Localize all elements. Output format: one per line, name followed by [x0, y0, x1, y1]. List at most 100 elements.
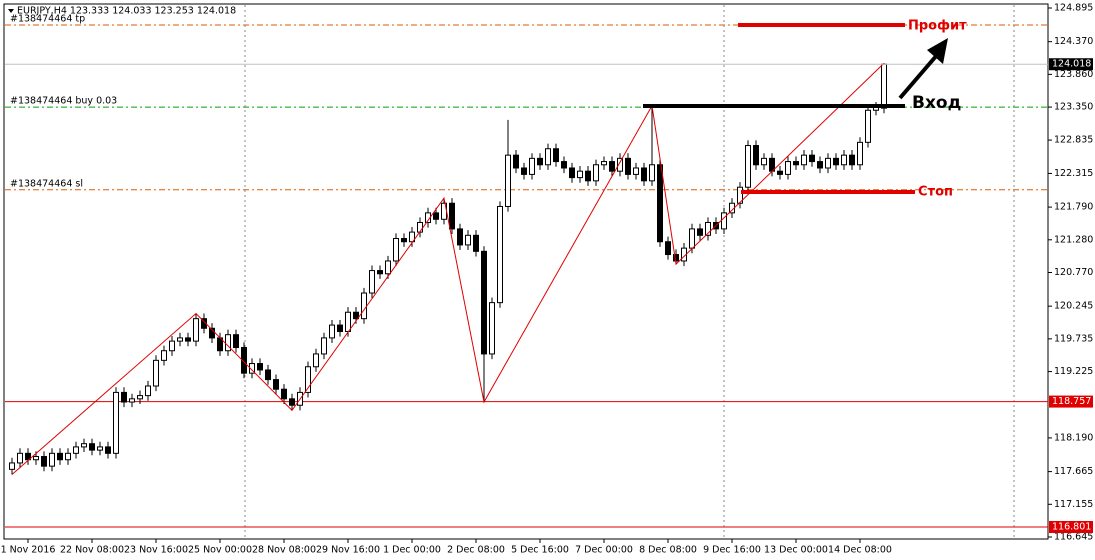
candle-body — [49, 452, 55, 467]
level-label-box — [1049, 395, 1093, 408]
candle-body — [41, 456, 47, 467]
candle-body — [505, 154, 511, 207]
x-tick-label: 25 Nov 00:00 — [188, 545, 252, 556]
plot-frame — [3, 3, 1049, 540]
order-label: #138474464 buy 0.03 — [10, 96, 117, 107]
y-tick-label: 119.225 — [1054, 366, 1093, 377]
candle-body — [537, 157, 543, 166]
candle-body — [545, 148, 551, 166]
candle-body — [793, 161, 799, 166]
candle-body — [585, 170, 591, 182]
level-label-box — [1049, 520, 1093, 533]
profit-line — [738, 23, 905, 27]
candle-body — [553, 148, 559, 163]
candle-body — [153, 359, 159, 387]
x-tick-label: 5 Dec 16:00 — [511, 545, 569, 556]
candle-body — [9, 462, 15, 470]
candle-body — [705, 221, 711, 236]
y-tick-label: 121.280 — [1054, 234, 1093, 245]
candle-body — [73, 446, 79, 454]
candle-body — [289, 398, 295, 406]
candle-body — [457, 228, 463, 246]
candle-body — [761, 157, 767, 166]
candle-body — [721, 212, 727, 230]
candle-body — [569, 167, 575, 179]
price-label-box — [1049, 58, 1093, 71]
candle-body — [89, 443, 95, 451]
candle-body — [473, 234, 479, 252]
x-tick-label: 8 Dec 08:00 — [639, 545, 697, 556]
arrow-head — [927, 38, 948, 64]
x-tick-label: 29 Nov 16:00 — [316, 545, 380, 556]
candle-body — [129, 398, 135, 403]
level-label: 118.757 — [1052, 396, 1091, 407]
candle-body — [497, 205, 503, 304]
candle-body — [689, 228, 695, 249]
candle-body — [17, 452, 23, 464]
x-tick-label: 7 Dec 00:00 — [575, 545, 633, 556]
candle-body — [825, 157, 831, 169]
candle-body — [25, 452, 31, 461]
candle-body — [225, 334, 231, 352]
candle-body — [625, 157, 631, 175]
candle-body — [417, 221, 423, 233]
candle-body — [657, 164, 663, 243]
order-label: #138474464 sl — [10, 178, 83, 189]
candle-body — [449, 202, 455, 230]
entry-line — [643, 104, 905, 108]
candle-body — [193, 318, 199, 342]
candle-body — [617, 157, 623, 172]
profit-label: Профит — [908, 19, 967, 34]
candle-body — [177, 337, 183, 342]
candle-body — [273, 379, 279, 390]
candle-body — [641, 167, 647, 182]
y-tick-label: 120.245 — [1054, 301, 1093, 312]
zigzag-line — [11, 62, 885, 475]
candle-body — [185, 337, 191, 342]
candle-body — [745, 145, 751, 188]
candle-body — [169, 340, 175, 352]
arrow-shaft — [898, 53, 939, 100]
candle-body — [561, 161, 567, 169]
candle-body — [697, 228, 703, 236]
candle-body — [281, 388, 287, 400]
candle-body — [345, 311, 351, 332]
candle-body — [817, 161, 823, 169]
y-tick-label: 124.370 — [1054, 36, 1093, 47]
candle-body — [841, 154, 847, 166]
candle-body — [433, 212, 439, 220]
y-tick-label: 124.895 — [1054, 3, 1093, 14]
candle-body — [737, 186, 743, 204]
candle-body — [521, 167, 527, 175]
candle-body — [801, 154, 807, 166]
candle-body — [857, 141, 863, 166]
candle-body — [137, 395, 143, 400]
candle-body — [401, 238, 407, 243]
y-tick-label: 120.770 — [1054, 267, 1093, 278]
x-tick-label: 1 Dec 00:00 — [383, 545, 441, 556]
candle-body — [609, 161, 615, 172]
level-label: 116.801 — [1052, 521, 1091, 532]
candle-body — [489, 302, 495, 355]
candle-body — [513, 154, 519, 169]
candle-body — [465, 234, 471, 246]
x-tick-label: 22 Nov 08:00 — [60, 545, 124, 556]
candle-body — [385, 260, 391, 275]
candle-body — [145, 385, 151, 397]
candle-body — [113, 391, 119, 454]
symbol-menu-icon[interactable] — [8, 9, 14, 13]
candle-body — [33, 456, 39, 461]
candle-body — [849, 154, 855, 166]
candle-body — [577, 170, 583, 179]
candle-body — [601, 161, 607, 166]
stop-label: Стоп — [918, 185, 953, 200]
candle-body — [337, 324, 343, 332]
candle-body — [249, 363, 255, 374]
candle-body — [881, 63, 887, 109]
candle-body — [305, 366, 311, 393]
candle-body — [833, 157, 839, 166]
candle-body — [161, 350, 167, 361]
candle-body — [353, 311, 359, 320]
y-tick-label: 118.190 — [1054, 432, 1093, 443]
